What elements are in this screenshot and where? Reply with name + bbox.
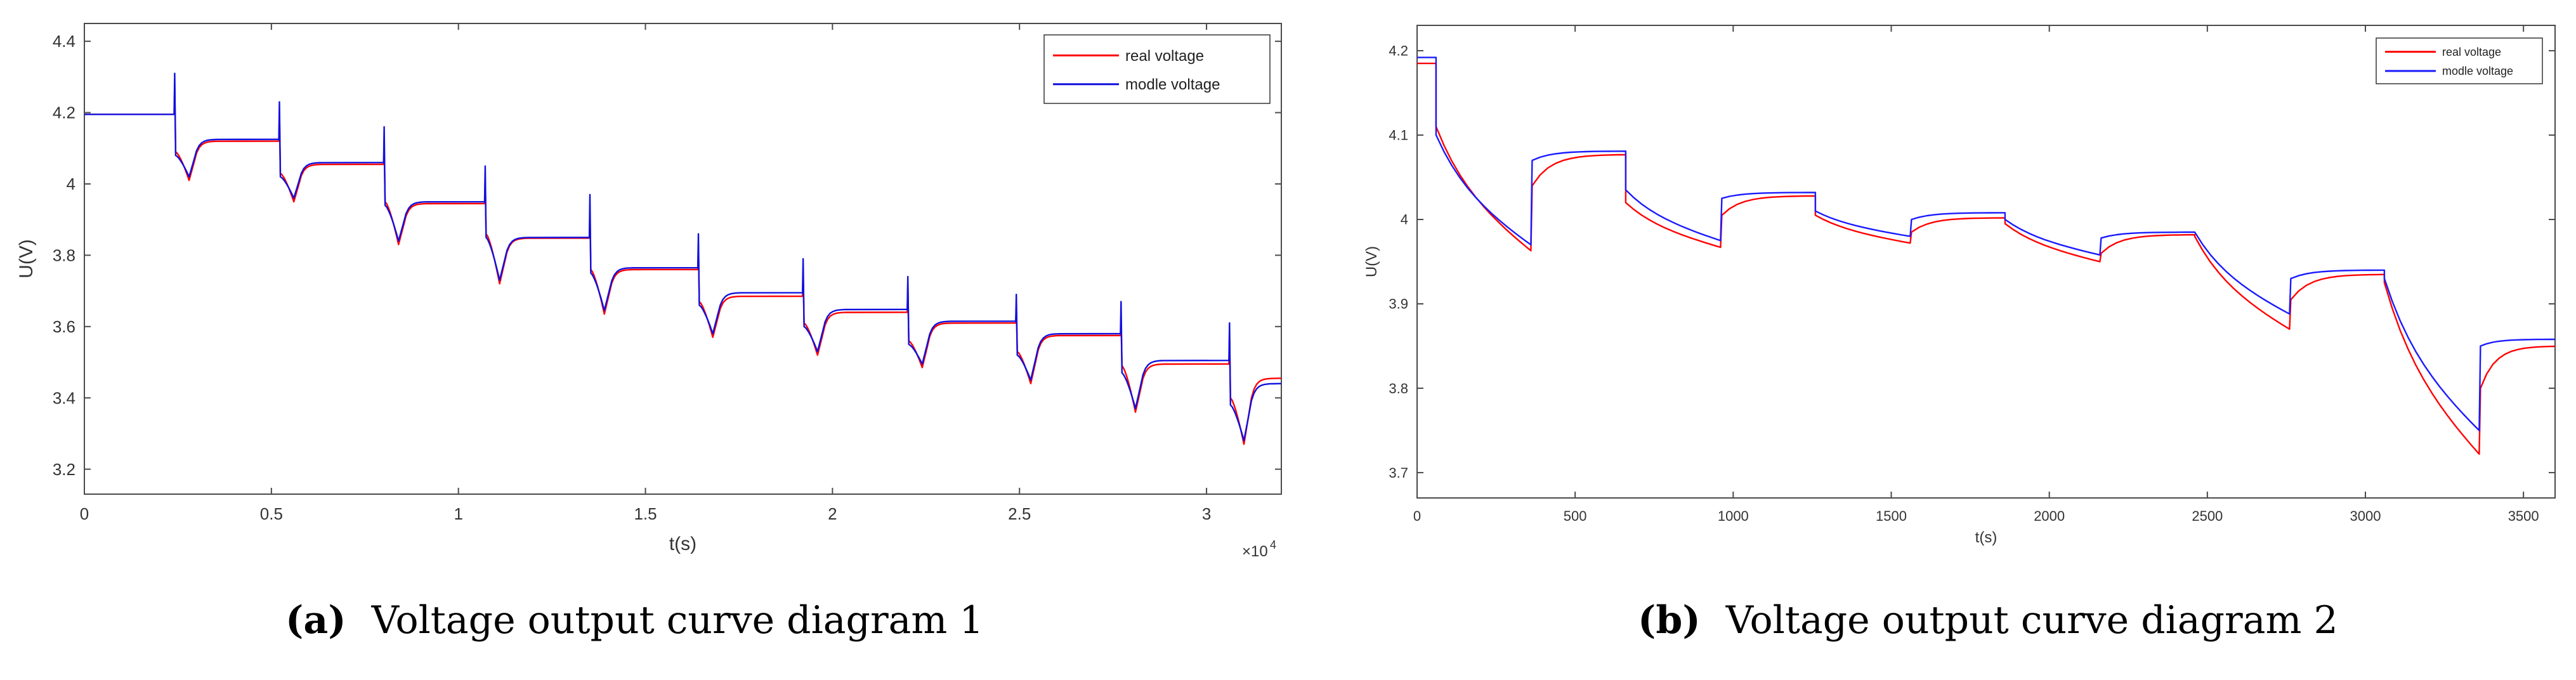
chart-a-ytick-label: 3.6 [53,317,75,336]
chart-a-xlabel: t(s) [669,533,696,554]
chart-a-x-multiplier-exp: 4 [1270,539,1276,551]
chart-b-xtick-label: 2500 [2192,508,2223,524]
chart-b-ylabel: U(V) [1363,246,1380,277]
caption-a-label: (a) [285,598,346,643]
chart-a-xtick-label: 0.5 [260,504,283,523]
caption-b-label: (b) [1638,598,1701,643]
chart-b-ytick-label: 3.9 [1389,296,1408,312]
chart-a-series-line-1 [84,72,1281,441]
chart-b-ytick-label: 4.2 [1389,43,1408,59]
chart-b-xtick-label: 3500 [2508,508,2539,524]
chart-b-series-line-1 [1417,56,2555,431]
chart-a-series-line-0 [84,86,1281,445]
chart-b-xtick-label: 1500 [1876,508,1907,524]
chart-b-xlabel: t(s) [1975,529,1997,546]
chart-a-xtick-label: 1 [454,504,462,523]
chart-b-xtick-label: 1000 [1718,508,1749,524]
chart-b-legend-label-1: modle voltage [2442,65,2513,77]
caption-a: (a) Voltage output curve diagram 1 [285,595,984,646]
chart-a-ylabel: U(V) [16,239,37,278]
chart-a-ytick-label: 3.2 [53,460,75,479]
chart-b: 0 500 1000 1500 2000 2500 3000 3500 3.7 3.8 3.9 4 4.… [1363,25,2556,546]
chart-a-legend-label-0: real voltage [1125,48,1204,65]
chart-a-xtick-label: 0 [80,504,89,523]
chart-a-ytick-label: 4.4 [53,32,75,51]
chart-b-xtick-label: 3000 [2350,508,2381,524]
chart-a-xtick-label: 1.5 [634,504,657,523]
chart-a-xtick-label: 3 [1202,504,1211,523]
caption-a-text: Voltage output curve diagram 1 [371,598,984,643]
chart-b-xtick-label: 2000 [2034,508,2065,524]
chart-a-ytick-label: 3.8 [53,245,75,265]
chart-b-ytick-label: 3.8 [1389,381,1408,396]
chart-a-ytick-label: 4.2 [53,103,75,122]
caption-b: (b) Voltage output curve diagram 2 [1638,595,2338,646]
chart-a-legend-label-1: modle voltage [1125,76,1220,93]
chart-a-ytick-label: 3.4 [53,388,75,407]
chart-b-legend [2376,37,2543,84]
chart-b-legend-label-0: real voltage [2442,46,2501,58]
chart-b-ytick-label: 4.1 [1389,128,1408,143]
chart-b-series-line-0 [1417,62,2555,455]
chart-a-ytick-label: 4 [67,174,75,193]
caption-b-text: Voltage output curve diagram 2 [1725,598,2338,643]
chart-b-xtick-label: 0 [1413,508,1421,524]
chart-b-xtick-label: 500 [1564,508,1587,524]
chart-b-ytick-label: 3.7 [1389,465,1408,481]
chart-a-x-multiplier: ×10 [1242,543,1268,560]
chart-b-plot-area [1416,25,2556,499]
chart-a: 0 0.5 1 1.5 2 2.5 3 3.2 3.4 3.6 3.8 4 4.2 4.4 t(s) U(V)… [16,23,1282,560]
chart-a-legend [1043,34,1271,104]
chart-a-xtick-label: 2 [828,504,837,523]
chart-b-ytick-label: 4 [1401,212,1408,228]
chart-a-xtick-label: 2.5 [1008,504,1031,523]
